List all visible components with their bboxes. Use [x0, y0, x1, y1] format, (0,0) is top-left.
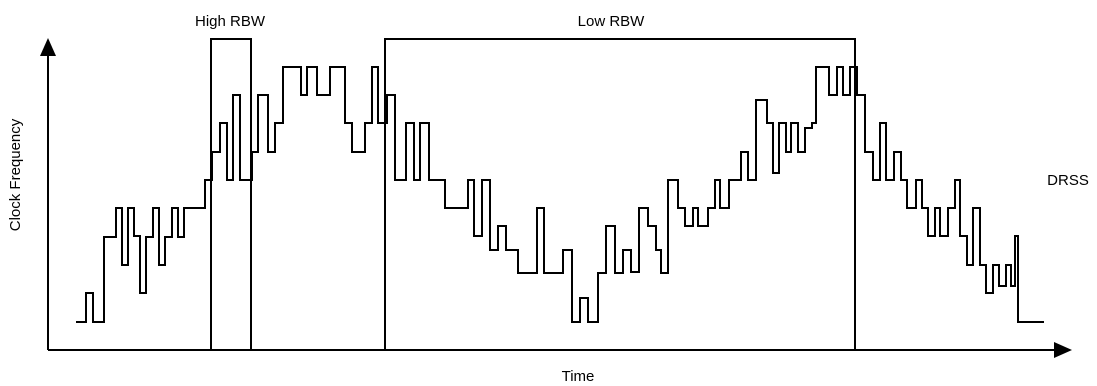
x-axis-label: Time — [562, 368, 595, 385]
high-rbw-box — [210, 38, 252, 351]
y-axis-label: Clock Frequency — [7, 118, 24, 231]
low-rbw-label: Low RBW — [578, 13, 646, 30]
y-axis-arrowhead — [40, 38, 56, 56]
drss-frequency-trace — [76, 66, 1044, 323]
low-rbw-box — [384, 38, 856, 351]
high-rbw-label: High RBW — [195, 13, 266, 30]
x-axis-arrowhead — [1054, 342, 1072, 358]
drss-label: DRSS — [1047, 172, 1089, 189]
